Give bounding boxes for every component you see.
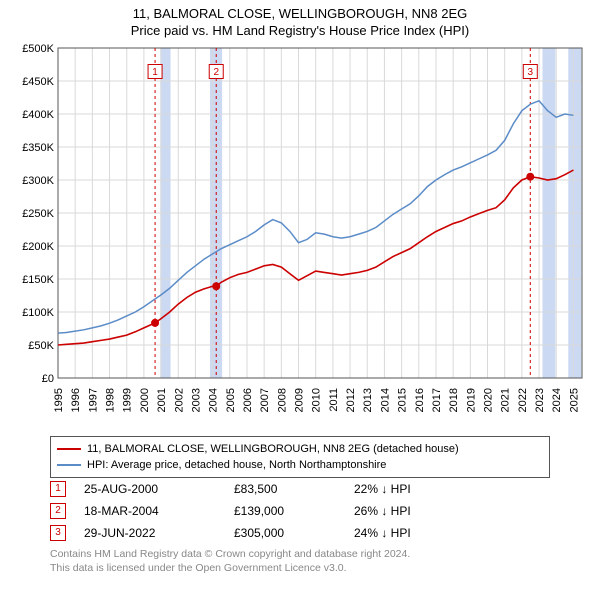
x-tick-label: 2014 [379,388,391,412]
x-tick-label: 2021 [500,388,512,412]
x-tick-label: 2023 [534,388,546,412]
x-tick-label: 2011 [328,388,340,412]
legend-label: 11, BALMORAL CLOSE, WELLINGBOROUGH, NN8 … [87,443,459,455]
sale-date: 29-JUN-2022 [84,526,234,540]
sale-hpi-diff: 22% ↓ HPI [354,482,474,496]
y-tick-label: £300K [22,175,54,187]
sales-row: 2 18-MAR-2004£139,00026% ↓ HPI [50,500,474,522]
x-tick-label: 2004 [208,388,220,412]
x-tick-label: 2025 [568,388,580,412]
x-tick-label: 2006 [242,388,254,412]
x-tick-label: 1995 [53,388,65,412]
sale-marker-number: 2 [213,67,219,78]
y-tick-label: £500K [22,44,54,55]
chart-area: £0 £50K £100K £150K £200K £250K £300K £350K £400… [10,44,590,424]
legend-label: HPI: Average price, detached house, Nort… [87,459,386,471]
sales-row: 3 29-JUN-2022£305,00024% ↓ HPI [50,522,474,544]
legend-swatch [57,448,81,450]
y-tick-label: £200K [22,241,54,253]
sale-price: £139,000 [234,504,354,518]
legend-swatch [57,464,81,466]
x-tick-label: 2012 [345,388,357,412]
x-tick-label: 1997 [87,388,99,412]
sales-table: 1 25-AUG-2000£83,50022% ↓ HPI 2 18-MAR-2004… [50,478,474,544]
sale-price: £83,500 [234,482,354,496]
x-tick-label: 2020 [483,388,495,412]
x-tick-label: 2016 [414,388,426,412]
x-tick-label: 2013 [362,388,374,412]
chart-svg: £0 £50K £100K £150K £200K £250K £300K £350K £400… [10,44,590,424]
sale-number-box: 3 [50,525,66,541]
title-block: 11, BALMORAL CLOSE, WELLINGBOROUGH, NN8 … [0,0,600,38]
chart-container: 11, BALMORAL CLOSE, WELLINGBOROUGH, NN8 … [0,0,600,590]
x-tick-label: 2005 [225,388,237,412]
series-marker [526,173,534,181]
x-tick-label: 2009 [294,388,306,412]
title-address: 11, BALMORAL CLOSE, WELLINGBOROUGH, NN8 … [0,6,600,21]
x-tick-label: 2024 [551,388,563,412]
x-tick-label: 2001 [156,388,168,412]
y-tick-label: £50K [28,340,54,352]
sale-hpi-diff: 26% ↓ HPI [354,504,474,518]
sales-row: 1 25-AUG-2000£83,50022% ↓ HPI [50,478,474,500]
y-tick-label: £400K [22,109,54,121]
x-tick-label: 1996 [70,388,82,412]
footer-attribution: Contains HM Land Registry data © Crown c… [50,548,410,575]
legend-row: HPI: Average price, detached house, Nort… [57,457,543,473]
x-tick-label: 2002 [173,388,185,412]
x-tick-label: 2000 [139,388,151,412]
sale-date: 18-MAR-2004 [84,504,234,518]
x-tick-label: 2007 [259,388,271,412]
x-tick-label: 2015 [397,388,409,412]
sale-number-box: 1 [50,481,66,497]
series-marker [212,282,220,290]
x-tick-label: 2019 [465,388,477,412]
x-tick-label: 1998 [105,388,117,412]
sale-price: £305,000 [234,526,354,540]
sale-date: 25-AUG-2000 [84,482,234,496]
x-tick-label: 2003 [190,388,202,412]
y-tick-label: £350K [22,142,54,154]
y-tick-label: £0 [42,373,54,385]
legend: 11, BALMORAL CLOSE, WELLINGBOROUGH, NN8 … [50,436,550,478]
y-tick-label: £450K [22,76,54,88]
x-tick-label: 2010 [311,388,323,412]
legend-row: 11, BALMORAL CLOSE, WELLINGBOROUGH, NN8 … [57,441,543,457]
sale-number-box: 2 [50,503,66,519]
x-tick-label: 2022 [517,388,529,412]
series-marker [151,319,159,327]
x-tick-label: 2018 [448,388,460,412]
y-tick-label: £250K [22,208,54,220]
x-tick-label: 2017 [431,388,443,412]
x-tick-label: 1999 [122,388,134,412]
sale-marker-number: 3 [528,67,534,78]
x-tick-label: 2008 [276,388,288,412]
y-tick-label: £100K [22,307,54,319]
title-subtitle: Price paid vs. HM Land Registry's House … [0,23,600,38]
footer-line2: This data is licensed under the Open Gov… [50,562,410,576]
y-tick-label: £150K [22,274,54,286]
footer-line1: Contains HM Land Registry data © Crown c… [50,548,410,562]
sale-marker-number: 1 [152,67,158,78]
sale-hpi-diff: 24% ↓ HPI [354,526,474,540]
